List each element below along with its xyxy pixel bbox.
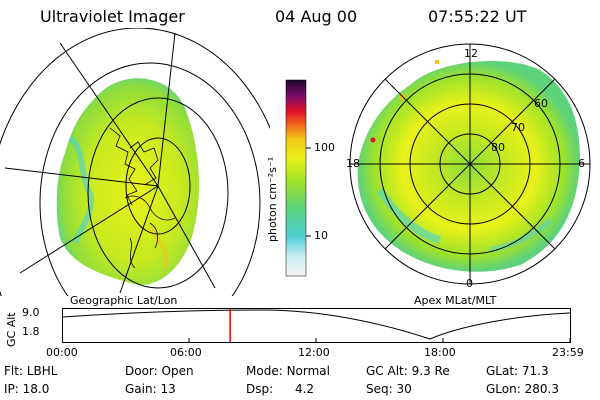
colorbar-tick-100: 100: [314, 141, 335, 154]
flt-value: LBHL: [26, 364, 58, 378]
altitude-xtick-label-2359: 23:59: [552, 346, 584, 359]
colorbar-tick-10: 10: [314, 229, 328, 242]
instrument-title: Ultraviolet Imager: [40, 7, 185, 26]
polar-lat-80: 80: [491, 141, 505, 154]
gain-label: Gain:: [125, 382, 157, 396]
info-glat: GLat: 71.3: [486, 364, 549, 378]
altitude-plot: [62, 308, 571, 343]
seq-label: Seq:: [366, 382, 393, 396]
info-gain: Gain: 13: [125, 382, 176, 396]
polar-lat-70: 70: [511, 121, 525, 134]
door-label: Door:: [125, 364, 158, 378]
dsp-value: 4.2: [294, 382, 315, 396]
time-label: 07:55:22 UT: [428, 7, 527, 26]
colorbar-gradient: [285, 79, 307, 277]
info-flt: Flt: LBHL: [4, 364, 57, 378]
glat-value: 71.3: [521, 364, 549, 378]
door-value: Open: [161, 364, 194, 378]
info-ip: IP: 18.0: [4, 382, 49, 396]
colorbar: [285, 79, 311, 277]
glat-label: GLat:: [486, 364, 519, 378]
altitude-xtick-label-1200: 12:00: [298, 346, 330, 359]
mode-label: Mode:: [246, 364, 283, 378]
polar-mlt-18: 18: [346, 157, 360, 170]
polar-diagonal: [384, 78, 556, 250]
gcalt-value: 9.3 Re: [411, 364, 450, 378]
altitude-xtick-label-1800: 18:00: [424, 346, 456, 359]
altitude-ytick-top: 9.0: [22, 306, 40, 319]
info-gcalt: GC Alt: 9.3 Re: [366, 364, 450, 378]
left-aurora-image: [56, 78, 200, 285]
info-mode: Mode: Normal: [246, 364, 330, 378]
ip-label: IP:: [4, 382, 19, 396]
polar-lat-60: 60: [534, 97, 548, 110]
hot-spots: [370, 60, 439, 143]
gcalt-label: GC Alt:: [366, 364, 408, 378]
polar-mlt-12: 12: [464, 47, 478, 60]
info-seq: Seq: 30: [366, 382, 412, 396]
glon-value: 280.3: [524, 382, 559, 396]
left-panel-caption: Geographic Lat/Lon: [70, 294, 178, 307]
dsp-label: Dsp:: [246, 382, 274, 396]
mode-value: Normal: [286, 364, 330, 378]
ip-value: 18.0: [22, 382, 50, 396]
info-door: Door: Open: [125, 364, 194, 378]
altitude-curve: [62, 309, 571, 340]
altitude-ylabel: GC Alt: [5, 312, 18, 347]
flt-label: Flt:: [4, 364, 23, 378]
info-glon: GLon: 280.3: [486, 382, 559, 396]
polar-plot: [349, 43, 591, 285]
seq-value: 30: [396, 382, 412, 396]
info-dsp: Dsp: 4.2: [246, 382, 314, 396]
right-panel-caption: Apex MLat/MLT: [414, 294, 497, 307]
polar-mlt-6: 6: [578, 157, 585, 170]
gain-value: 13: [160, 382, 176, 396]
geographic-map: [0, 28, 270, 296]
glon-label: GLon:: [486, 382, 521, 396]
polar-mlt-0: 0: [466, 277, 473, 290]
date-label: 04 Aug 00: [275, 7, 358, 26]
colorbar-unit-label: photon cm⁻²s⁻¹: [266, 156, 279, 242]
altitude-ytick-bottom: 1.8: [22, 325, 40, 338]
altitude-xtick-label-0600: 06:00: [170, 346, 202, 359]
altitude-xtick-label-0000: 00:00: [46, 346, 78, 359]
